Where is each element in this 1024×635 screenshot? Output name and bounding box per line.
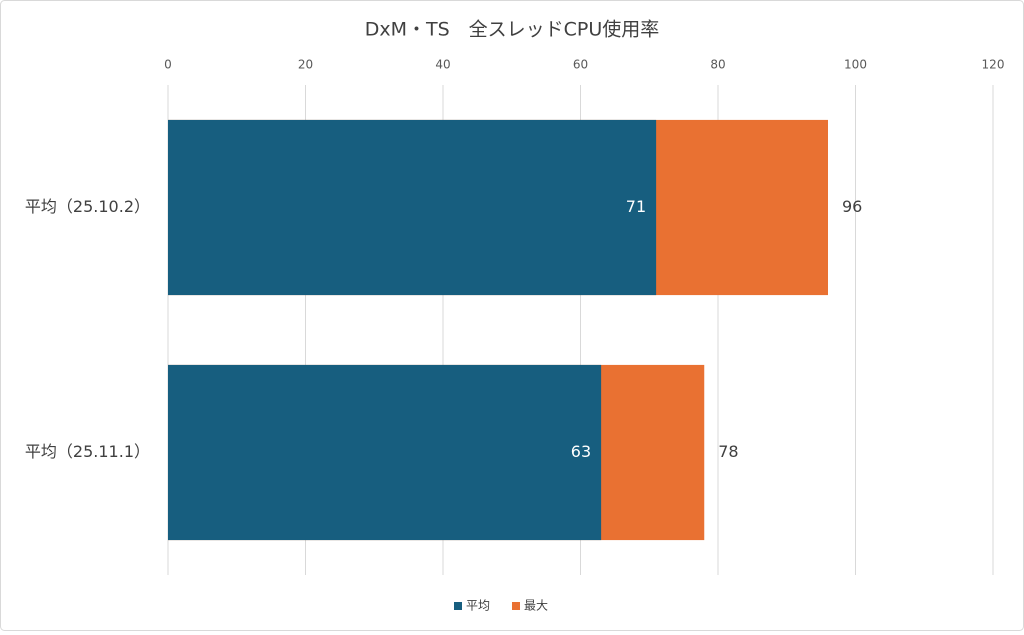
x-tick-label: 100 [844,58,867,72]
legend-label: 最大 [524,599,548,613]
x-tick-label: 20 [298,58,313,72]
bar [168,364,602,541]
x-tick-label: 40 [435,58,450,72]
value-label: 96 [842,197,862,216]
value-label: 63 [571,442,591,461]
x-tick-label: 0 [164,58,172,72]
x-tick-label: 60 [573,58,588,72]
x-tick-label: 120 [982,58,1005,72]
legend-swatch [512,602,520,610]
legend-swatch [454,602,462,610]
value-label: 78 [718,442,738,461]
y-tick-label: 平均（25.10.2） [25,197,150,216]
x-tick-label: 80 [710,58,725,72]
bar [168,119,657,296]
y-tick-label: 平均（25.11.1） [25,442,150,461]
value-label: 71 [626,197,646,216]
chart-title: DxM・TS 全スレッドCPU使用率 [365,19,660,41]
legend-label: 平均 [466,599,490,613]
